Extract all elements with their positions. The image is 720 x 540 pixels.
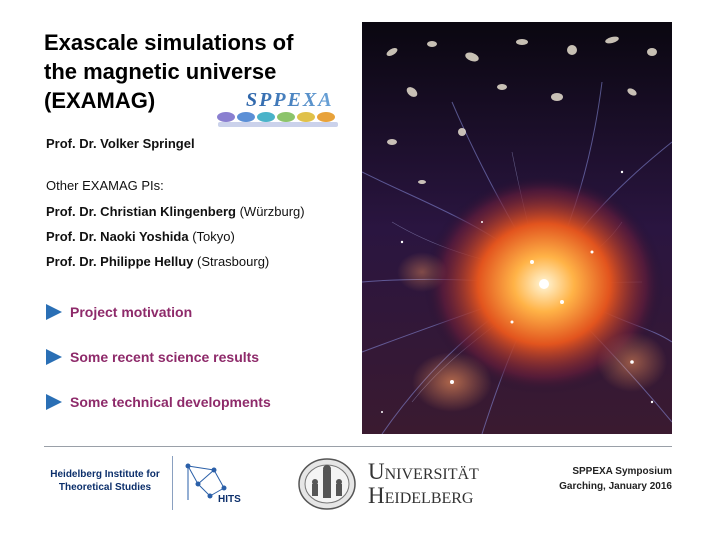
sppexa-logo-text: SPPEXA	[246, 89, 334, 111]
bullet-arrow-icon	[46, 349, 62, 365]
bullet-label: Some technical developments	[70, 394, 271, 410]
pi-row-klingenberg: Prof. Dr. Christian Klingenberg (Würzbur…	[46, 204, 305, 219]
slide-title: Exascale simulations of the magnetic uni…	[44, 28, 344, 115]
hits-name-line-1: Heidelberg Institute for	[50, 469, 160, 480]
symposium-line-1: SPPEXA Symposium	[572, 466, 672, 477]
title-line-1: Exascale simulations of	[44, 30, 294, 55]
hits-name-line-2: Theoretical Studies	[58, 482, 152, 493]
pi-name: Prof. Dr. Christian Klingenberg	[46, 204, 236, 219]
bullet-technical-developments[interactable]: Some technical developments	[46, 394, 271, 410]
university-line-2: Heidelberg	[368, 483, 474, 508]
hits-divider	[172, 456, 173, 510]
university-seal	[298, 458, 356, 510]
footer-divider	[44, 446, 672, 447]
symposium-line-2: Garching, January 2016	[559, 481, 672, 492]
cosmic-web-illustration	[362, 22, 672, 434]
bullet-label: Some recent science results	[70, 349, 260, 365]
cosmic-web-image	[362, 22, 672, 434]
bullet-project-motivation[interactable]: Project motivation	[46, 304, 192, 320]
sppexa-logo: SPPEXA	[217, 89, 338, 127]
bullet-label: Project motivation	[70, 304, 193, 320]
pi-affiliation: (Würzburg)	[239, 204, 305, 219]
hits-name: Heidelberg Institute for Theoretical Stu…	[46, 468, 164, 494]
pi-name: Prof. Dr. Philippe Helluy	[46, 254, 194, 269]
hits-logo-label: HITS	[218, 494, 241, 505]
others-heading: Other EXAMAG PIs:	[46, 178, 164, 193]
hits-logo: HITS	[185, 463, 241, 505]
symposium-info: SPPEXA Symposium Garching, January 2016	[559, 464, 672, 494]
bullet-arrow-icon	[46, 304, 62, 320]
main-pi-name: Prof. Dr. Volker Springel	[46, 136, 195, 151]
university-line-1: Universität	[368, 459, 479, 484]
pi-affiliation: (Strasbourg)	[197, 254, 270, 269]
pi-affiliation: (Tokyo)	[192, 229, 235, 244]
bullet-recent-science[interactable]: Some recent science results	[46, 349, 259, 365]
pi-row-yoshida: Prof. Dr. Naoki Yoshida (Tokyo)	[46, 229, 235, 244]
university-name: Universität Heidelberg	[368, 460, 488, 508]
pi-name: Prof. Dr. Naoki Yoshida	[46, 229, 189, 244]
title-line-3: (EXAMAG)	[44, 88, 156, 113]
main-pi: Prof. Dr. Volker Springel	[46, 136, 195, 151]
bullet-arrow-icon	[46, 394, 62, 410]
pi-row-helluy: Prof. Dr. Philippe Helluy (Strasbourg)	[46, 254, 269, 269]
sppexa-ellipses	[217, 112, 338, 127]
title-line-2: the magnetic universe	[44, 59, 277, 84]
